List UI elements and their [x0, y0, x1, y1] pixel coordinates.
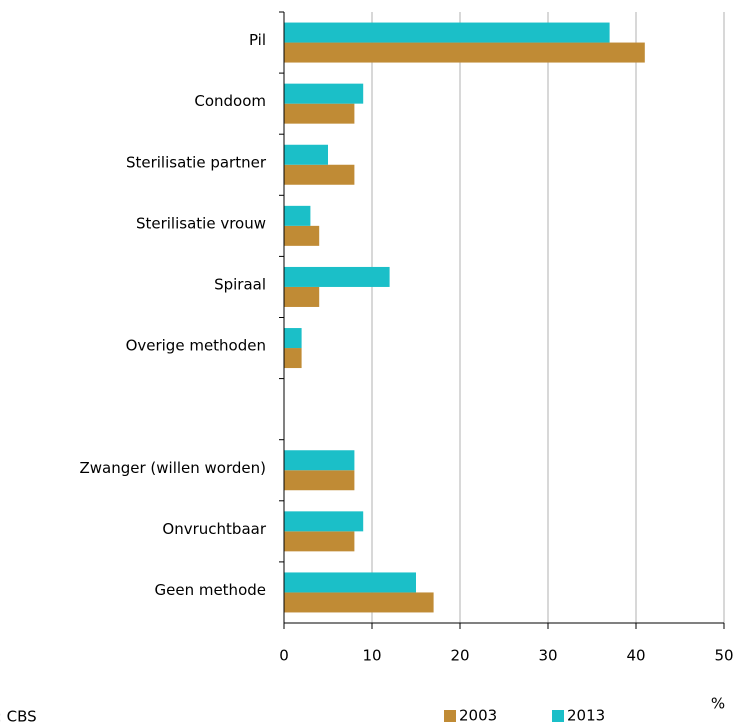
x-tick-label: 10	[362, 647, 381, 665]
x-tick-label: 50	[714, 647, 733, 665]
y-tick-label: Sterilisatie vrouw	[136, 214, 266, 232]
bar	[284, 266, 390, 287]
legend-swatch	[552, 710, 564, 722]
y-tick-label: Zwanger (willen worden)	[79, 459, 266, 477]
bar	[284, 286, 320, 307]
x-tick-label: 0	[279, 647, 289, 665]
y-tick-label: Overige methoden	[126, 337, 266, 355]
bar	[284, 22, 610, 43]
bar	[284, 144, 328, 165]
bar	[284, 348, 302, 369]
x-unit: %	[711, 695, 725, 713]
source: Bron: CBS	[0, 708, 37, 724]
bar	[284, 572, 416, 593]
y-tick-label: Condoom	[194, 92, 266, 110]
legend-label: 2013	[567, 707, 605, 724]
bar	[284, 42, 645, 63]
y-tick-label: Geen methode	[154, 581, 266, 599]
y-tick-label: Pil	[249, 31, 266, 49]
bar	[284, 450, 355, 471]
bar	[284, 531, 355, 552]
x-tick-label: 20	[450, 647, 469, 665]
bar	[284, 470, 355, 491]
legend-swatch	[444, 710, 456, 722]
bar	[284, 83, 364, 104]
bar	[284, 103, 355, 124]
y-tick-label: Spiraal	[214, 275, 266, 293]
y-tick-label: Onvruchtbaar	[162, 520, 266, 538]
bar	[284, 592, 434, 613]
legend-label: 2003	[459, 707, 497, 724]
x-tick-label: 40	[626, 647, 645, 665]
x-tick-label: 30	[538, 647, 557, 665]
bar	[284, 164, 355, 185]
y-tick-label: Sterilisatie partner	[126, 153, 267, 171]
bar	[284, 328, 302, 349]
bar	[284, 511, 364, 532]
bar	[284, 225, 320, 246]
bar	[284, 205, 311, 226]
